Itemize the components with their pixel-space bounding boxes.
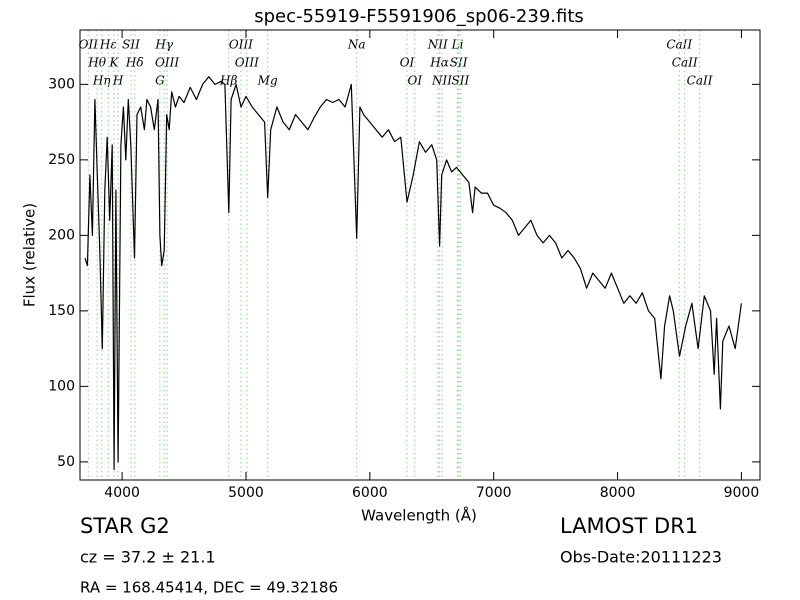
spectral-line-label: NII	[431, 74, 452, 88]
spectral-line-label: Hθ	[87, 56, 106, 70]
chart-title: spec-55919-F5591906_sp06-239.fits	[254, 6, 584, 27]
spectral-line-label: Hγ	[154, 38, 173, 52]
x-axis-label: Wavelength (Å)	[361, 506, 477, 525]
x-tick-label: 4000	[104, 485, 140, 501]
spectral-line-label: H	[112, 74, 124, 88]
obs-date: Obs-Date:20111223	[560, 548, 722, 567]
x-tick-label: 5000	[228, 485, 264, 501]
y-tick-label: 250	[48, 152, 75, 168]
spectral-line-label: OIII	[235, 56, 259, 70]
spectral-line-label: CaII	[687, 74, 713, 88]
x-tick-label: 6000	[352, 485, 388, 501]
x-tick-label: 8000	[600, 485, 636, 501]
spectral-line-label: CaII	[666, 38, 692, 52]
spectral-line-label: Hδ	[125, 56, 144, 70]
spectral-line-label: SII	[122, 38, 140, 52]
spectral-line-label: CaII	[672, 56, 698, 70]
spectrum-line	[84, 76, 742, 470]
spectral-line-label: K	[108, 56, 119, 70]
spectral-line-label: Hε	[99, 38, 117, 52]
x-tick-label: 9000	[724, 485, 760, 501]
spectral-line-label: Hα	[429, 56, 449, 70]
spectral-line-label: SII	[452, 74, 470, 88]
y-tick-label: 100	[48, 378, 75, 394]
redshift: cz = 37.2 ± 21.1	[80, 548, 216, 567]
x-tick-label: 7000	[476, 485, 512, 501]
survey: LAMOST DR1	[560, 514, 698, 538]
spectral-line-label: Mg	[257, 74, 278, 88]
spectral-line-label: OII	[79, 38, 99, 52]
spectral-line-label: Hβ	[219, 74, 237, 88]
y-tick-label: 50	[57, 454, 75, 470]
y-tick-label: 300	[48, 76, 75, 92]
y-tick-label: 150	[48, 303, 75, 319]
y-tick-label: 200	[48, 227, 75, 243]
spectral-line-label: OIII	[229, 38, 253, 52]
plot-frame	[79, 29, 761, 481]
spectral-line-label: Hη	[92, 74, 111, 88]
spectral-line-label: G	[155, 74, 165, 88]
spectral-line-label: OI	[400, 56, 415, 70]
spectral-line-label: OI	[408, 74, 423, 88]
object-class: STAR G2	[80, 514, 170, 538]
spectral-line-label: OIII	[155, 56, 179, 70]
y-axis-label: Flux (relative)	[21, 203, 39, 307]
spectral-line-label: SII	[450, 56, 468, 70]
spectral-line-label: Li	[451, 38, 464, 52]
spectral-line-label: Na	[347, 38, 366, 52]
spectral-line-label: NII	[427, 38, 448, 52]
coordinates: RA = 168.45414, DEC = 49.32186	[80, 579, 338, 597]
